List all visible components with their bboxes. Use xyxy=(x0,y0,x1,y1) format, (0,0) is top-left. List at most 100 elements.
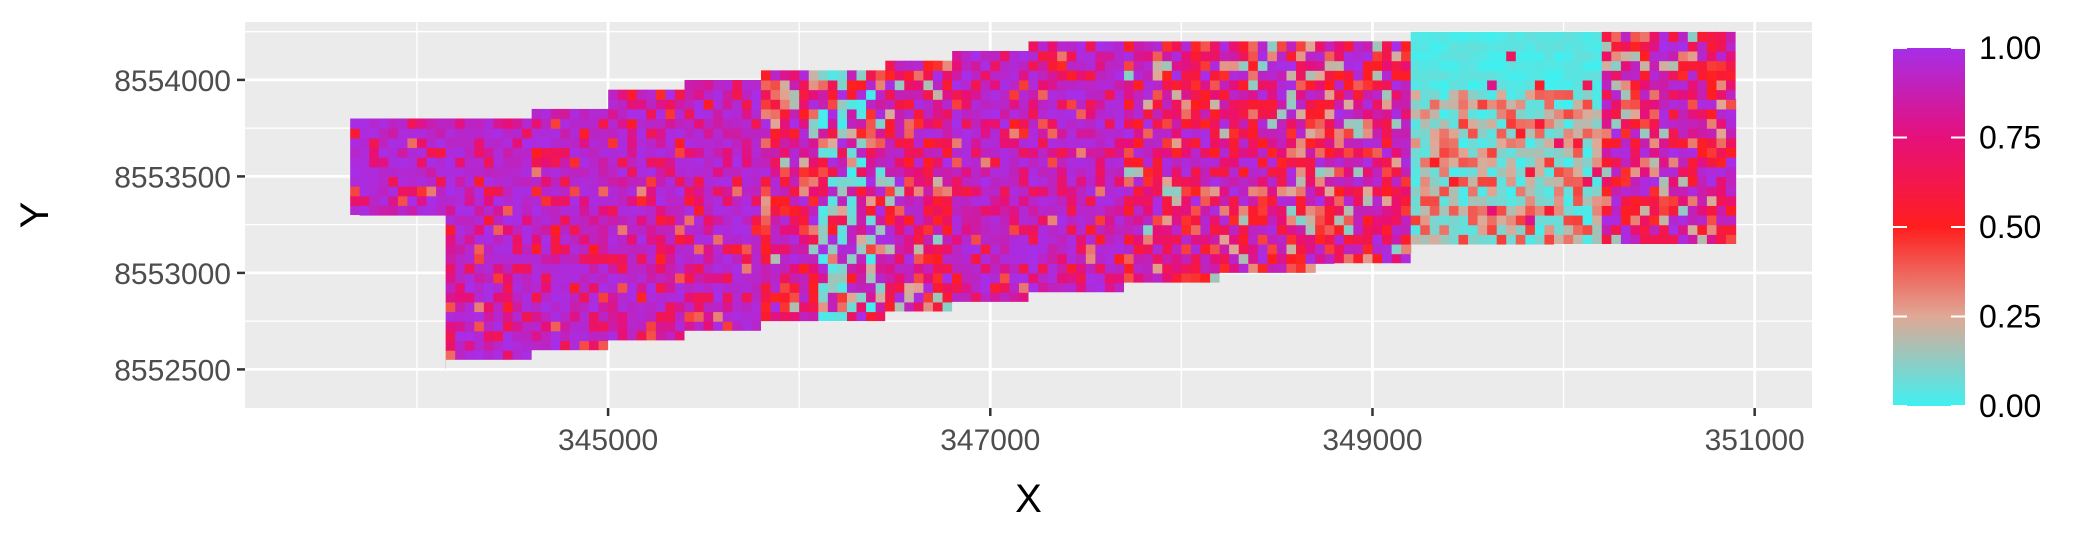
heatmap-cell xyxy=(1534,50,1546,62)
heatmap-cell xyxy=(1095,137,1106,149)
heatmap-cell xyxy=(760,147,772,158)
heatmap-cell xyxy=(999,234,1010,245)
heatmap-cell xyxy=(1353,157,1364,168)
heatmap-cell xyxy=(1678,41,1689,52)
heatmap-cell xyxy=(655,147,667,158)
heatmap-cell xyxy=(866,205,877,216)
heatmap-cell xyxy=(808,224,819,235)
heatmap-cell xyxy=(1716,176,1727,187)
heatmap-cell xyxy=(789,292,800,303)
heatmap-cell xyxy=(885,79,896,91)
heatmap-cell xyxy=(875,224,886,235)
heatmap-cell xyxy=(1229,60,1240,71)
heatmap-cell xyxy=(923,118,934,129)
heatmap-cell xyxy=(1477,215,1488,226)
heatmap-cell xyxy=(1706,215,1718,226)
heatmap-cell xyxy=(1181,166,1192,177)
heatmap-cell xyxy=(627,224,638,235)
heatmap-cell xyxy=(1573,186,1584,197)
heatmap-cell xyxy=(531,282,542,293)
heatmap-cell xyxy=(760,243,772,255)
heatmap-cell xyxy=(1210,70,1221,81)
heatmap-cell xyxy=(1076,41,1087,52)
heatmap-cell xyxy=(1171,205,1182,216)
heatmap-cell xyxy=(464,243,475,255)
heatmap-cell xyxy=(646,128,657,139)
heatmap-cell xyxy=(760,205,772,216)
heatmap-cell xyxy=(531,108,542,120)
heatmap-cell xyxy=(990,50,1001,62)
heatmap-cell xyxy=(760,128,772,139)
heatmap-cell xyxy=(1200,176,1211,187)
heatmap-cell xyxy=(1353,176,1364,187)
heatmap-cell xyxy=(1487,137,1498,149)
heatmap-cell xyxy=(1066,118,1077,129)
heatmap-cell xyxy=(455,350,466,361)
heatmap-cell xyxy=(483,215,495,226)
heatmap-cell xyxy=(760,166,772,177)
heatmap-cell xyxy=(627,263,638,274)
heatmap-cell xyxy=(1544,128,1555,139)
heatmap-cell xyxy=(818,311,829,322)
heatmap-cell xyxy=(1181,99,1192,110)
heatmap-cell xyxy=(1018,272,1030,284)
heatmap-cell xyxy=(1496,70,1507,81)
heatmap-cell xyxy=(952,147,963,158)
heatmap-cell xyxy=(846,157,858,168)
heatmap-cell xyxy=(1582,166,1593,177)
heatmap-cell xyxy=(694,321,705,332)
heatmap-cell xyxy=(913,195,924,206)
heatmap-cell xyxy=(1076,60,1087,71)
heatmap-cell xyxy=(1104,108,1116,120)
heatmap-cell xyxy=(1124,215,1135,226)
heatmap-cell xyxy=(1706,79,1718,91)
heatmap-cell xyxy=(1601,205,1612,216)
heatmap-cell xyxy=(646,253,657,264)
heatmap-cell xyxy=(932,195,944,206)
heatmap-cell xyxy=(741,176,752,187)
heatmap-cell xyxy=(1391,166,1402,177)
heatmap-cell xyxy=(1286,215,1297,226)
heatmap-cell xyxy=(1515,99,1526,110)
heatmap-cell xyxy=(636,330,647,342)
heatmap-cell xyxy=(885,215,896,226)
heatmap-cell xyxy=(885,157,896,168)
heatmap-cell xyxy=(932,137,944,149)
heatmap-cell xyxy=(636,108,647,120)
heatmap-cell xyxy=(894,186,905,197)
heatmap-cell xyxy=(952,128,963,139)
heatmap-cell xyxy=(875,253,886,264)
heatmap-cell xyxy=(713,253,724,264)
heatmap-cell xyxy=(808,186,819,197)
heatmap-cell xyxy=(1057,243,1068,255)
heatmap-cell xyxy=(531,253,542,264)
heatmap-cell xyxy=(502,195,514,206)
heatmap-cell xyxy=(732,234,743,245)
heatmap-cell xyxy=(1076,89,1087,100)
heatmap-cell xyxy=(407,205,418,216)
heatmap-cell xyxy=(474,301,485,313)
heatmap-cell xyxy=(1343,118,1354,129)
heatmap-cell xyxy=(1028,79,1039,91)
heatmap-cell xyxy=(1554,224,1565,235)
heatmap-cell xyxy=(999,195,1010,206)
heatmap-cell xyxy=(1659,99,1670,110)
heatmap-cell xyxy=(655,128,667,139)
heatmap-cell xyxy=(751,195,762,206)
heatmap-cell xyxy=(655,234,667,245)
heatmap-cell xyxy=(894,195,905,206)
heatmap-cell xyxy=(531,137,542,149)
heatmap-cell xyxy=(1410,205,1421,216)
heatmap-cell xyxy=(1009,147,1020,158)
heatmap-cell xyxy=(1468,31,1479,42)
heatmap-cell xyxy=(1190,195,1202,206)
heatmap-cell xyxy=(502,350,514,361)
heatmap-cell xyxy=(913,176,924,187)
heatmap-cell xyxy=(426,186,437,197)
heatmap-cell xyxy=(550,108,561,120)
heatmap-cell xyxy=(445,215,456,226)
heatmap-cell xyxy=(1659,70,1670,81)
heatmap-cell xyxy=(1630,79,1641,91)
heatmap-cell xyxy=(1334,234,1345,245)
heatmap-cell xyxy=(1382,253,1393,264)
